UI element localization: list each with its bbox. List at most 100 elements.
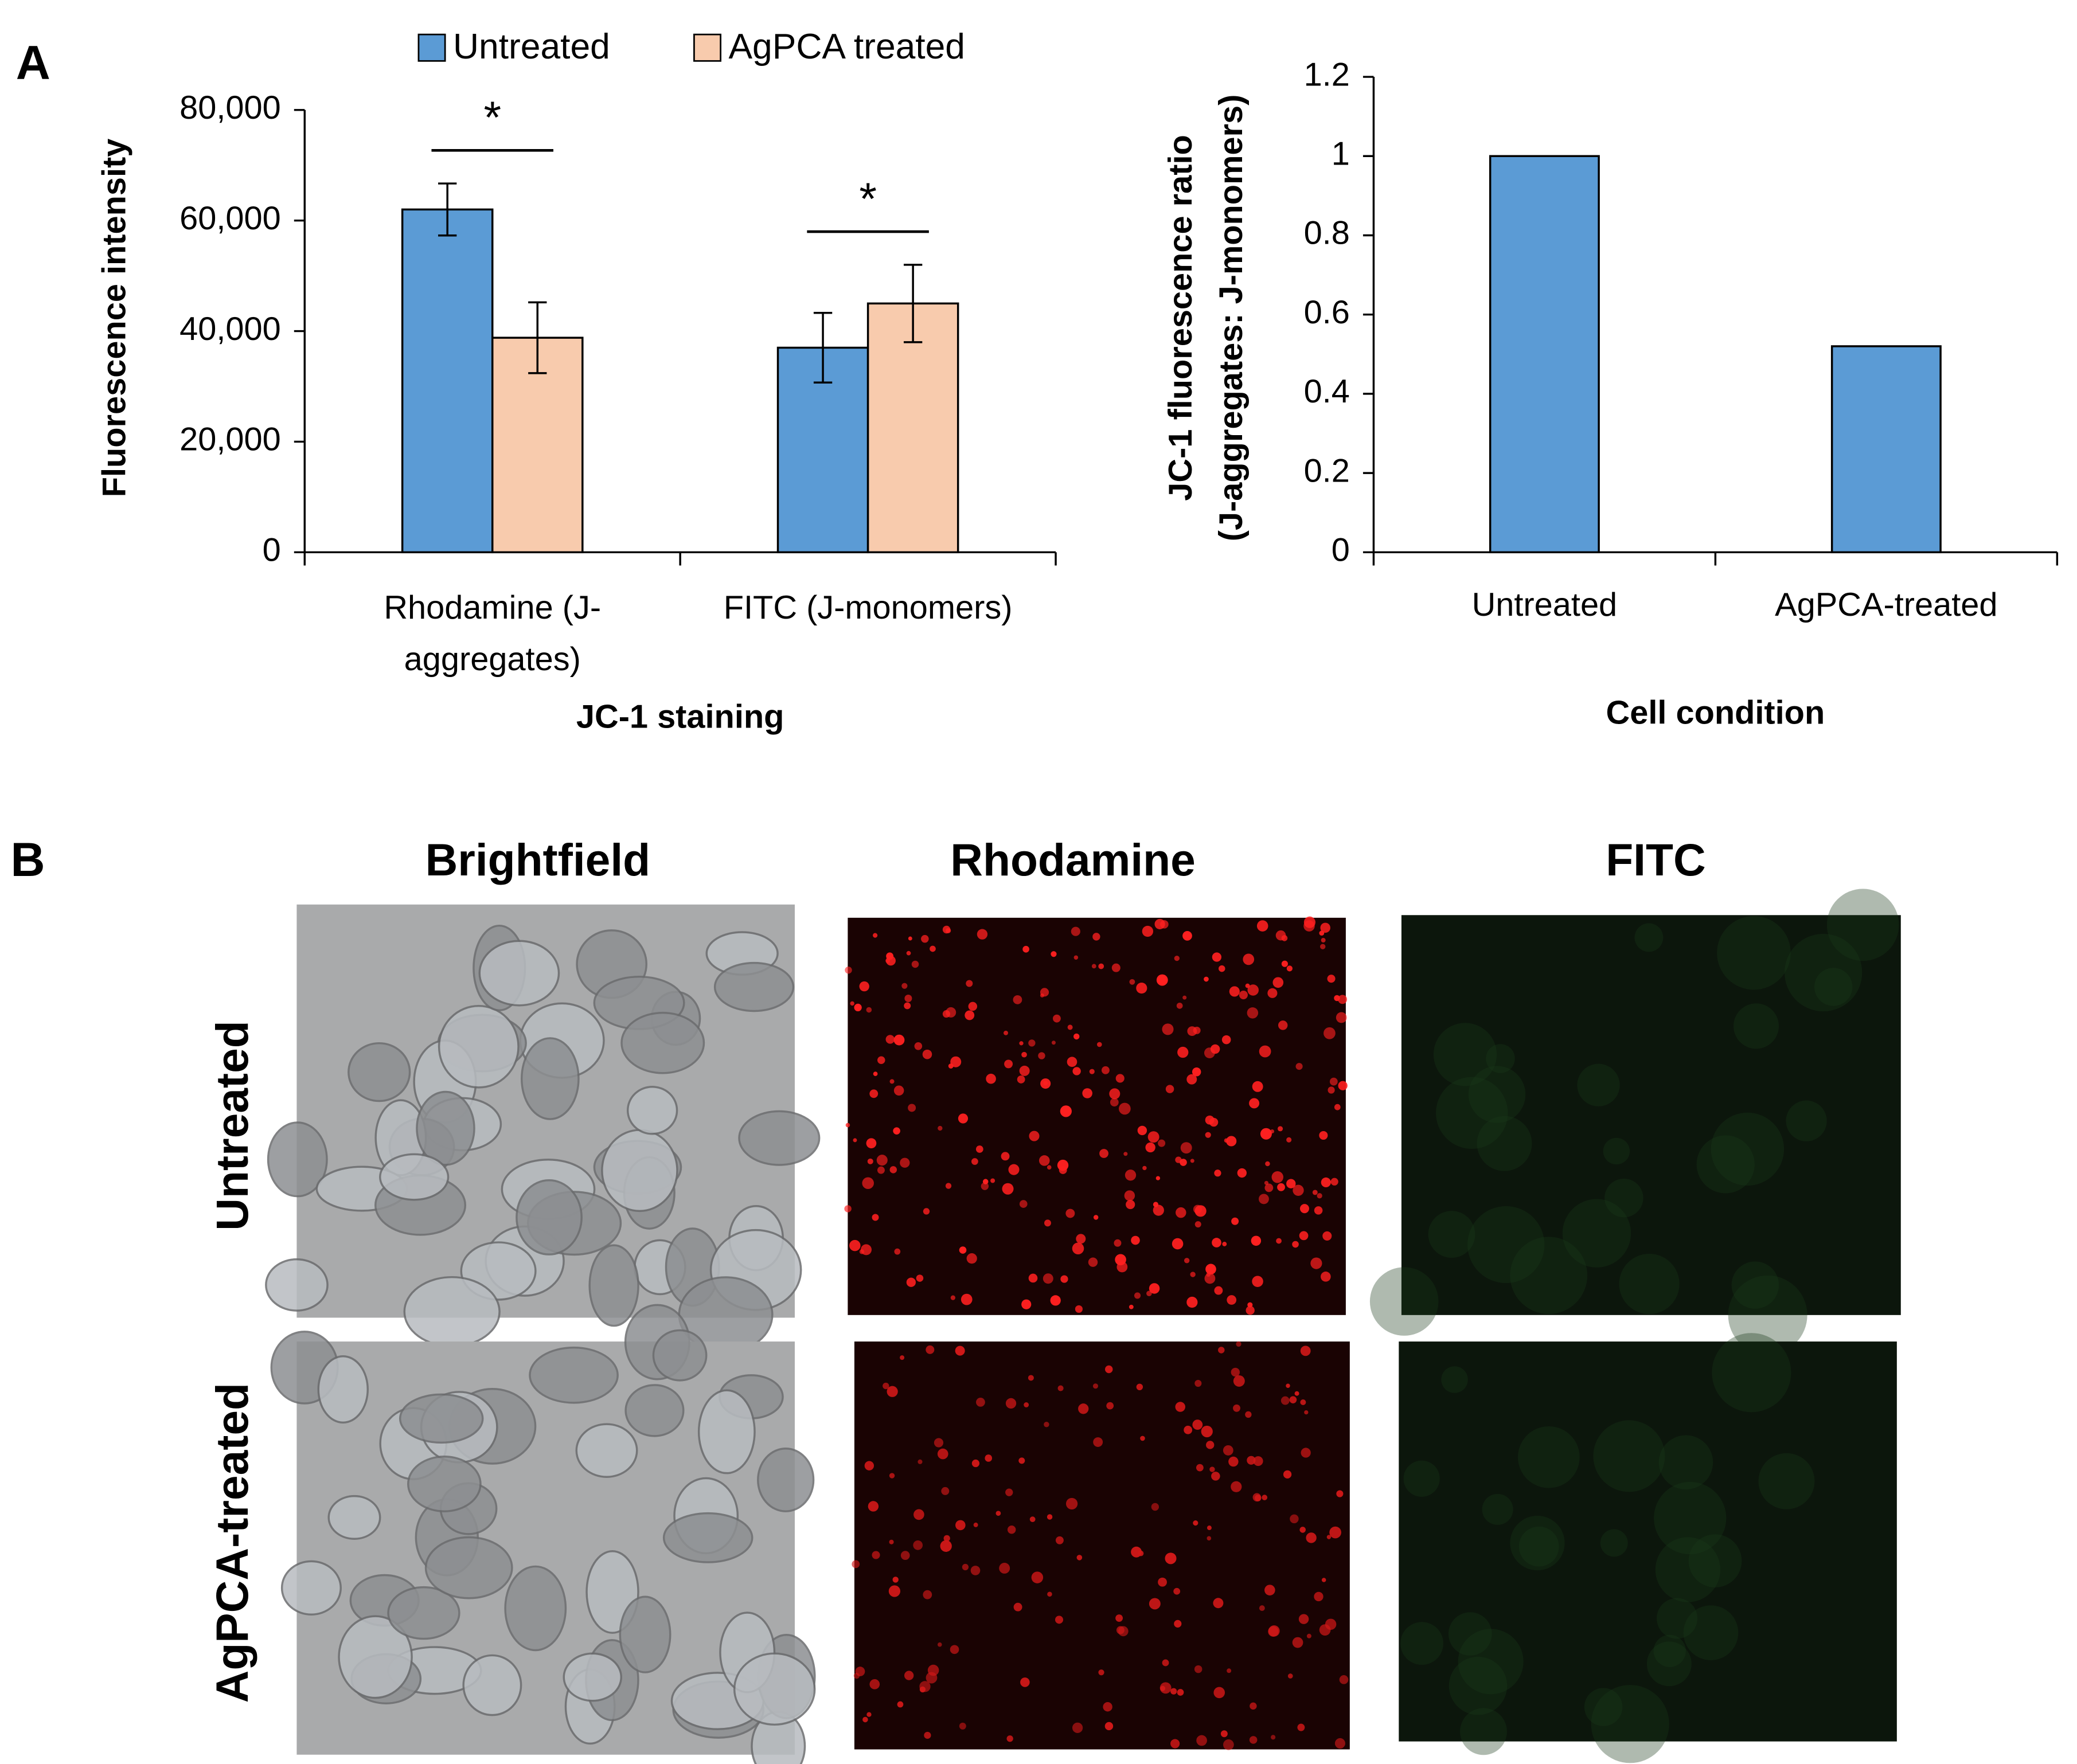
stain (1092, 933, 1100, 941)
stain (1129, 979, 1135, 985)
stain (938, 1125, 943, 1131)
stain (908, 1104, 916, 1112)
stain (1142, 1165, 1147, 1171)
stain (867, 1158, 873, 1164)
cell (516, 1179, 583, 1255)
stain (889, 1079, 895, 1084)
stain (1231, 1481, 1242, 1492)
cell (529, 1346, 619, 1404)
y-tick-label: 60,000 (179, 200, 281, 237)
stain (1192, 1067, 1201, 1077)
stain (1449, 1656, 1508, 1715)
stain (911, 960, 919, 968)
stain (868, 1501, 879, 1512)
cell (575, 1423, 638, 1478)
stain (923, 1590, 932, 1599)
row-title: Untreated (207, 1020, 257, 1230)
stain (1201, 1425, 1213, 1438)
stain (1028, 1375, 1034, 1381)
stain (1562, 1199, 1631, 1268)
stain (1142, 925, 1154, 937)
stain (946, 928, 951, 933)
stain (1165, 1085, 1174, 1093)
stain (982, 1179, 989, 1184)
stain (862, 1716, 868, 1723)
stain (861, 1244, 872, 1255)
stain (1369, 1267, 1439, 1336)
cell (733, 1652, 816, 1726)
stain (1193, 1204, 1203, 1214)
significance-mark: * (483, 92, 501, 143)
stain (1184, 1258, 1190, 1264)
stain (1467, 1206, 1545, 1284)
stain (940, 1540, 952, 1552)
stain (1319, 930, 1325, 936)
stain (1099, 1149, 1108, 1158)
stain (1124, 1190, 1135, 1201)
stain (1104, 1365, 1113, 1374)
stain (1603, 1137, 1630, 1165)
stain (1047, 1591, 1052, 1597)
stain (1231, 1367, 1240, 1377)
stain (866, 1007, 872, 1013)
stain (1593, 1420, 1665, 1492)
stain (1712, 1333, 1791, 1413)
cell (757, 1448, 815, 1512)
stain (1182, 931, 1192, 941)
stain (1294, 1391, 1299, 1396)
stain (1236, 1341, 1241, 1347)
stain (873, 1071, 878, 1077)
stain (1711, 1112, 1785, 1186)
stain (1328, 1086, 1335, 1094)
y-tick-label: 1.2 (1304, 56, 1350, 93)
stain (1134, 1292, 1141, 1299)
stain (1600, 1529, 1628, 1557)
stain (1321, 1177, 1331, 1188)
stain (1292, 1241, 1299, 1248)
stain (1140, 1436, 1145, 1441)
stain (1826, 889, 1899, 961)
stain (1400, 1622, 1443, 1665)
stain (1028, 1273, 1038, 1283)
stain (1336, 1012, 1347, 1023)
stain (1306, 1532, 1317, 1543)
stain (959, 1722, 966, 1730)
stain (1147, 1131, 1159, 1143)
error-bar (903, 264, 923, 343)
stain (1116, 1626, 1125, 1634)
y-tick-label: 40,000 (179, 311, 281, 347)
stain (1123, 1152, 1128, 1156)
stain (1177, 1689, 1184, 1696)
micrograph (1399, 1341, 1897, 1742)
stain (1072, 1067, 1081, 1075)
stain (1218, 1347, 1225, 1354)
stain (1310, 1257, 1322, 1269)
stain (975, 1145, 983, 1153)
cell (438, 1004, 520, 1089)
y-tick-label: 0.2 (1304, 452, 1350, 489)
stain (900, 1355, 905, 1360)
cell (620, 1011, 705, 1074)
stain (1717, 916, 1791, 990)
stain (1281, 960, 1289, 967)
stain (1259, 1605, 1265, 1612)
stain (1319, 1624, 1331, 1636)
column-title: Rhodamine (950, 835, 1196, 885)
stain (1436, 1077, 1508, 1149)
stain (1518, 1526, 1559, 1567)
stain (1264, 1183, 1274, 1192)
stain (893, 1085, 904, 1096)
stain (1190, 1159, 1194, 1163)
stain (854, 1003, 862, 1012)
cell (280, 1560, 342, 1616)
stain (990, 1178, 995, 1183)
stain (1653, 1634, 1686, 1667)
stain (1177, 1046, 1189, 1058)
stain (886, 952, 894, 960)
stain (1106, 1402, 1114, 1410)
stain (1403, 1460, 1440, 1497)
stain (1194, 1221, 1201, 1228)
stain (958, 1113, 969, 1124)
stain (1158, 1139, 1166, 1147)
y-tick-label: 0.6 (1304, 294, 1350, 331)
